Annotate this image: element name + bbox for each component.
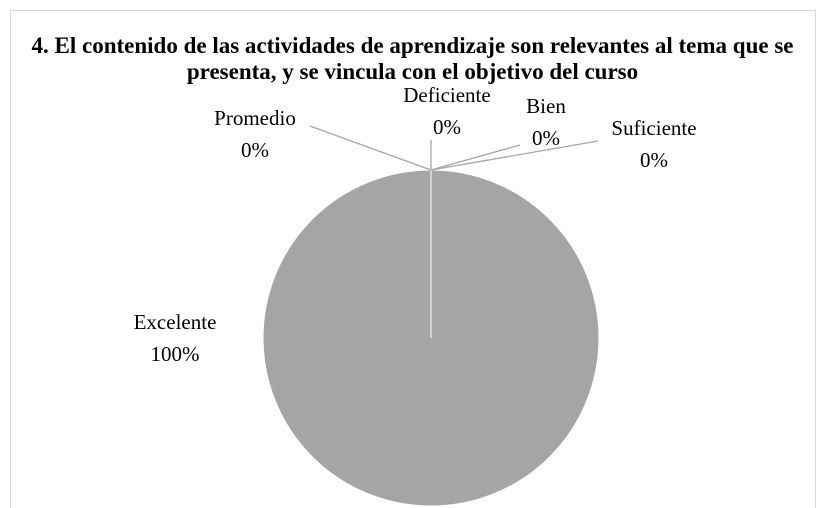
slice-label: Excelente — [134, 310, 217, 334]
leader-line — [309, 125, 432, 171]
slice-label: Promedio — [214, 106, 296, 130]
leader-line — [430, 140, 599, 171]
slice-value-label: 0% — [241, 138, 269, 162]
slice-label: Suficiente — [611, 116, 696, 140]
slice-value-label: 0% — [640, 148, 668, 172]
slice-value-label: 0% — [532, 126, 560, 150]
slice-label: Deficiente — [403, 83, 490, 107]
chart-frame — [10, 10, 816, 508]
slice-value-label: 100% — [151, 342, 200, 366]
chart-title: 4. El contenido de las actividades de ap… — [31, 33, 794, 84]
leader-line — [430, 144, 521, 171]
slice-value-label: 0% — [433, 115, 461, 139]
slice-label: Bien — [526, 94, 566, 118]
